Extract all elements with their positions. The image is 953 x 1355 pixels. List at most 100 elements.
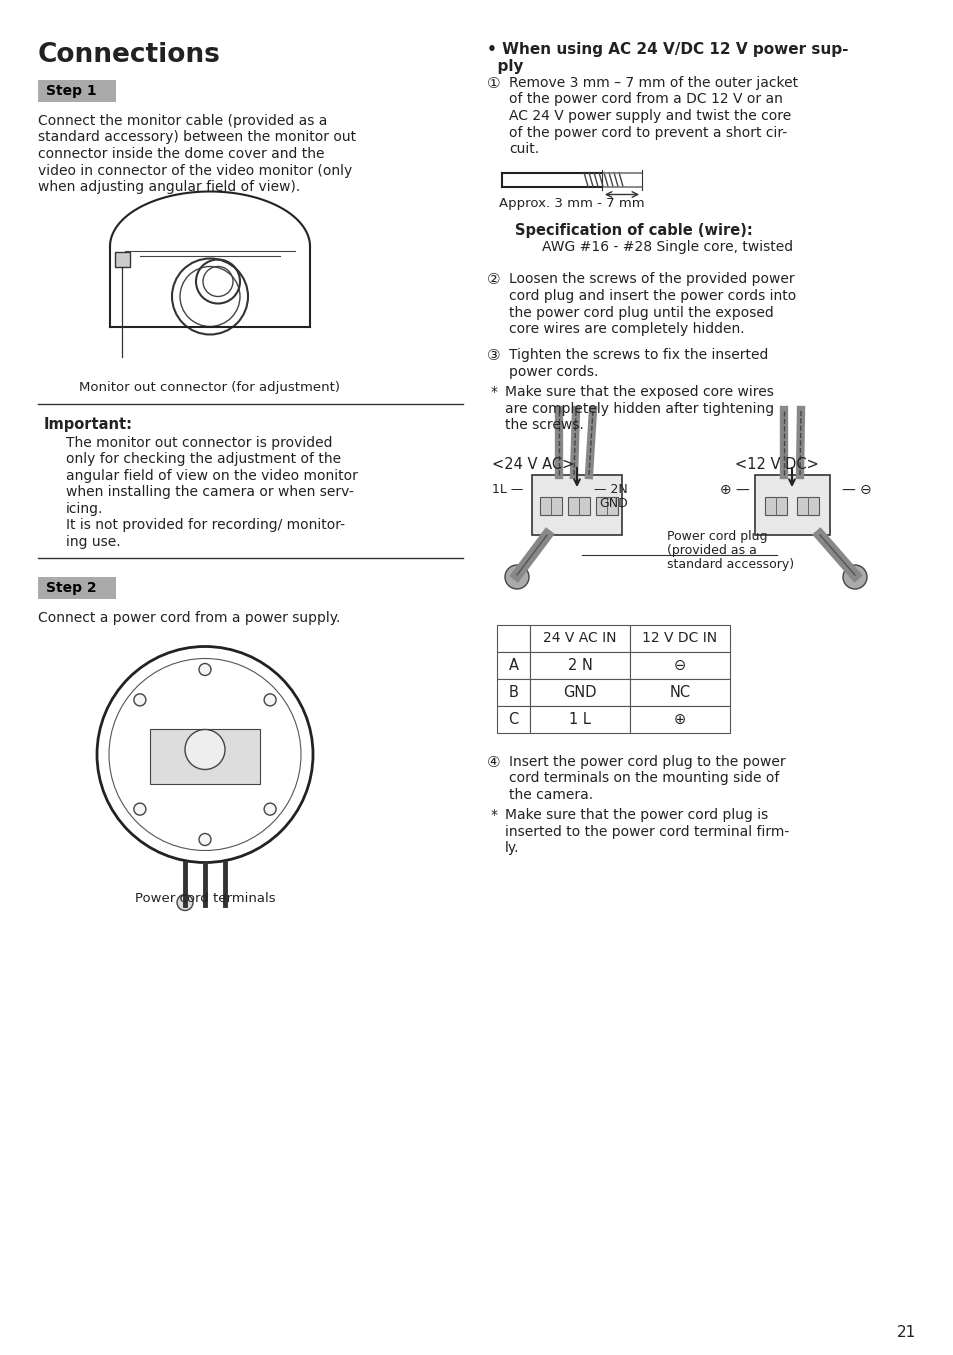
Text: icing.: icing.	[66, 501, 103, 516]
Circle shape	[133, 804, 146, 816]
Circle shape	[199, 664, 211, 676]
Bar	[567, 497, 589, 515]
Circle shape	[133, 694, 146, 706]
Text: — ⊖: — ⊖	[841, 482, 871, 497]
Bar	[764, 497, 786, 515]
Text: 12 V DC IN: 12 V DC IN	[641, 631, 717, 645]
Text: angular field of view on the video monitor: angular field of view on the video monit…	[66, 469, 357, 482]
Text: <24 V AC>: <24 V AC>	[492, 457, 574, 472]
Text: only for checking the adjustment of the: only for checking the adjustment of the	[66, 453, 341, 466]
Text: inserted to the power cord terminal firm-: inserted to the power cord terminal firm…	[504, 825, 788, 839]
Text: (provided as a: (provided as a	[666, 543, 756, 557]
Circle shape	[842, 565, 866, 589]
Text: the power cord plug until the exposed: the power cord plug until the exposed	[509, 305, 773, 320]
Text: are completely hidden after tightening: are completely hidden after tightening	[504, 402, 773, 416]
Text: cuit.: cuit.	[509, 142, 538, 156]
Circle shape	[177, 894, 193, 911]
Bar	[629, 706, 729, 733]
Text: 21: 21	[896, 1325, 915, 1340]
Text: 2 N: 2 N	[567, 659, 592, 673]
Text: AC 24 V power supply and twist the core: AC 24 V power supply and twist the core	[509, 108, 790, 123]
Bar	[38, 80, 116, 102]
Text: Important:: Important:	[44, 417, 132, 432]
Text: cord plug and insert the power cords into: cord plug and insert the power cords int…	[509, 289, 796, 304]
Text: <12 V DC>: <12 V DC>	[734, 457, 818, 472]
Text: ④: ④	[486, 755, 500, 770]
Circle shape	[504, 565, 529, 589]
Bar	[115, 252, 130, 267]
Text: Make sure that the power cord plug is: Make sure that the power cord plug is	[504, 809, 767, 822]
Bar	[497, 706, 530, 733]
Text: 24 V AC IN: 24 V AC IN	[542, 631, 616, 645]
Bar	[497, 652, 530, 679]
Text: the screws.: the screws.	[504, 419, 583, 432]
Text: the camera.: the camera.	[509, 789, 593, 802]
Circle shape	[199, 833, 211, 846]
Text: Tighten the screws to fix the inserted: Tighten the screws to fix the inserted	[509, 348, 767, 363]
Bar	[539, 497, 561, 515]
Text: Approx. 3 mm - 7 mm: Approx. 3 mm - 7 mm	[498, 198, 644, 210]
Bar	[796, 497, 818, 515]
Text: The monitor out connector is provided: The monitor out connector is provided	[66, 436, 333, 450]
Text: GND: GND	[562, 686, 597, 701]
Circle shape	[185, 729, 225, 770]
Text: Connect a power cord from a power supply.: Connect a power cord from a power supply…	[38, 611, 340, 626]
Text: ⊖: ⊖	[673, 659, 685, 673]
Text: Monitor out connector (for adjustment): Monitor out connector (for adjustment)	[79, 382, 340, 394]
Bar	[530, 625, 629, 652]
Circle shape	[264, 694, 275, 706]
Text: It is not provided for recording/ monitor-: It is not provided for recording/ monito…	[66, 519, 345, 533]
Bar	[497, 679, 530, 706]
Text: B: B	[508, 686, 517, 701]
Text: standard accessory): standard accessory)	[666, 558, 793, 570]
Text: connector inside the dome cover and the: connector inside the dome cover and the	[38, 146, 324, 161]
Text: C: C	[508, 711, 518, 728]
Text: — 2N: — 2N	[594, 482, 627, 496]
Text: GND: GND	[598, 497, 627, 509]
Bar	[497, 625, 530, 652]
Text: power cords.: power cords.	[509, 364, 598, 379]
Text: NC: NC	[669, 686, 690, 701]
Bar	[629, 625, 729, 652]
Bar	[629, 679, 729, 706]
Text: A: A	[508, 659, 518, 673]
Text: Insert the power cord plug to the power: Insert the power cord plug to the power	[509, 755, 785, 770]
Text: ⊕ —: ⊕ —	[720, 482, 749, 497]
Bar	[38, 577, 116, 599]
Text: when adjusting angular field of view).: when adjusting angular field of view).	[38, 180, 300, 194]
Bar	[150, 729, 260, 785]
Text: of the power cord to prevent a short cir-: of the power cord to prevent a short cir…	[509, 126, 786, 140]
Text: ②: ②	[486, 272, 500, 287]
Bar	[532, 476, 621, 535]
Text: 1L —: 1L —	[492, 482, 523, 496]
Text: Step 2: Step 2	[46, 581, 96, 595]
Text: cord terminals on the mounting side of: cord terminals on the mounting side of	[509, 771, 779, 786]
Text: core wires are completely hidden.: core wires are completely hidden.	[509, 322, 744, 336]
Bar	[530, 652, 629, 679]
Text: 1 L: 1 L	[569, 711, 590, 728]
Text: standard accessory) between the monitor out: standard accessory) between the monitor …	[38, 130, 355, 145]
Text: *: *	[491, 809, 497, 822]
Text: ①: ①	[486, 76, 500, 91]
Text: of the power cord from a DC 12 V or an: of the power cord from a DC 12 V or an	[509, 92, 782, 107]
Text: Loosen the screws of the provided power: Loosen the screws of the provided power	[509, 272, 794, 286]
Text: ply: ply	[486, 60, 523, 75]
Text: Connections: Connections	[38, 42, 221, 68]
Text: Connect the monitor cable (provided as a: Connect the monitor cable (provided as a	[38, 114, 327, 127]
Text: *: *	[491, 386, 497, 400]
Text: Specification of cable (wire):: Specification of cable (wire):	[515, 222, 752, 237]
Text: Power cord terminals: Power cord terminals	[134, 893, 275, 905]
Text: ⊕: ⊕	[673, 711, 685, 728]
Text: Remove 3 mm – 7 mm of the outer jacket: Remove 3 mm – 7 mm of the outer jacket	[509, 76, 798, 89]
Bar	[596, 497, 618, 515]
Bar	[754, 476, 829, 535]
Bar	[530, 679, 629, 706]
Text: Power cord plug: Power cord plug	[666, 530, 767, 543]
Text: AWG #16 - #28 Single core, twisted: AWG #16 - #28 Single core, twisted	[541, 240, 792, 255]
Text: ③: ③	[486, 348, 500, 363]
Text: ly.: ly.	[504, 841, 519, 855]
Bar	[629, 652, 729, 679]
Text: ing use.: ing use.	[66, 535, 120, 549]
Text: • When using AC 24 V/DC 12 V power sup-: • When using AC 24 V/DC 12 V power sup-	[486, 42, 847, 57]
Circle shape	[264, 804, 275, 816]
